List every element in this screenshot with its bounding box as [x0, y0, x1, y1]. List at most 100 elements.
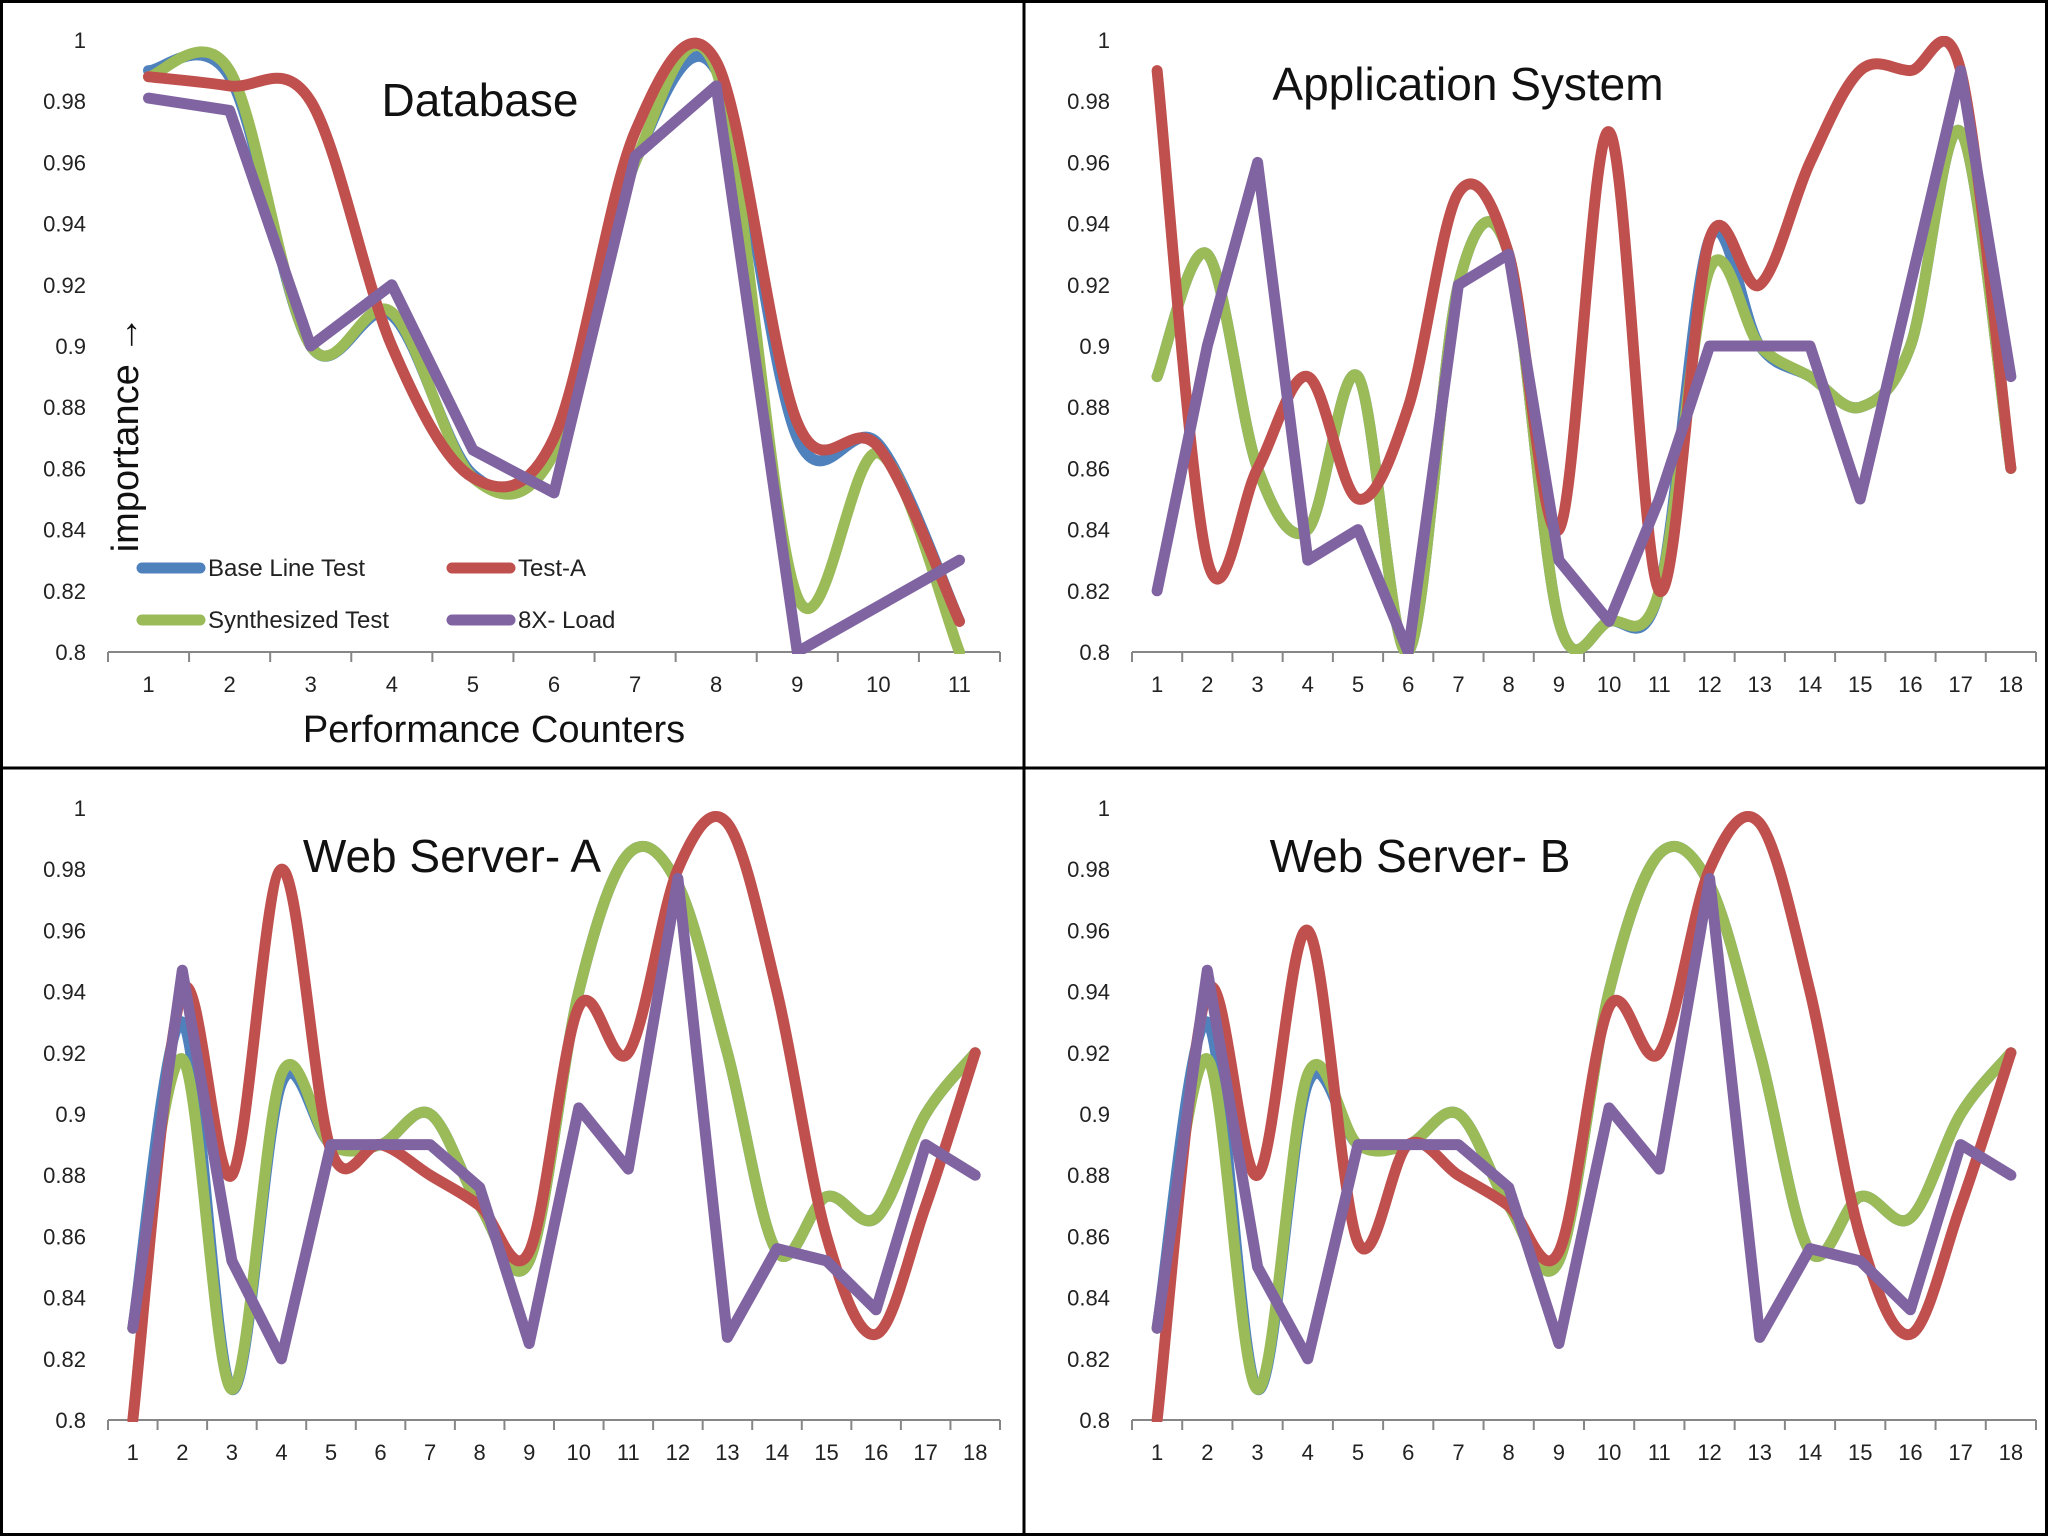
y-tick-label: 0.8	[55, 640, 86, 665]
x-tick-label: 7	[629, 672, 641, 697]
x-tick-label: 4	[1302, 1440, 1314, 1465]
chart-title: Database	[382, 74, 579, 126]
x-tick-label: 5	[1352, 672, 1364, 697]
x-tick-label: 1	[127, 1440, 139, 1465]
x-tick-label: 9	[791, 672, 803, 697]
y-tick-label: 1	[74, 796, 86, 821]
y-tick-label: 0.8	[1079, 1408, 1110, 1433]
x-tick-label: 10	[866, 672, 890, 697]
x-tick-label: 18	[1999, 672, 2023, 697]
x-tick-label: 2	[1201, 672, 1213, 697]
x-tick-label: 1	[1151, 1440, 1163, 1465]
x-axis-title: Performance Counters	[303, 709, 685, 751]
y-tick-label: 1	[1098, 28, 1110, 53]
y-tick-label: 0.92	[1067, 273, 1110, 298]
y-tick-label: 0.88	[1067, 1163, 1110, 1188]
y-tick-label: 0.86	[43, 456, 86, 481]
y-tick-label: 0.88	[43, 395, 86, 420]
x-tick-label: 15	[1848, 1440, 1872, 1465]
y-tick-label: 0.94	[1067, 980, 1110, 1005]
y-tick-label: 0.9	[55, 1102, 86, 1127]
x-tick-label: 4	[1302, 672, 1314, 697]
x-tick-label: 17	[913, 1440, 937, 1465]
y-tick-label: 0.86	[1067, 456, 1110, 481]
x-tick-label: 10	[1597, 1440, 1621, 1465]
y-tick-label: 0.84	[43, 518, 86, 543]
y-axis-title: importance →	[105, 316, 147, 553]
y-tick-label: 0.88	[43, 1163, 86, 1188]
x-tick-label: 7	[1452, 1440, 1464, 1465]
x-tick-label: 7	[424, 1440, 436, 1465]
x-tick-label: 3	[1251, 1440, 1263, 1465]
y-tick-label: 0.82	[43, 579, 86, 604]
legend-label-base-line-test: Base Line Test	[208, 555, 365, 582]
x-tick-label: 18	[963, 1440, 987, 1465]
chart-title: Web Server- A	[303, 830, 602, 882]
x-tick-label: 8	[474, 1440, 486, 1465]
x-tick-label: 5	[1352, 1440, 1364, 1465]
legend-label-test-a: Test-A	[518, 555, 586, 582]
y-tick-label: 0.96	[43, 150, 86, 175]
series-line-test-a	[127, 811, 981, 1422]
legend: Base Line Test Test-A Synthesized Test 8X- …	[136, 555, 615, 634]
y-tick-label: 0.98	[43, 89, 86, 114]
x-tick-label: 18	[1999, 1440, 2023, 1465]
x-tick-label: 16	[1898, 672, 1922, 697]
x-tick-label: 4	[386, 672, 398, 697]
x-tick-label: 8	[1503, 672, 1515, 697]
y-tick-label: 0.8	[55, 1408, 86, 1433]
x-tick-label: 7	[1452, 672, 1464, 697]
x-tick-label: 16	[864, 1440, 888, 1465]
x-tick-label: 13	[1748, 672, 1772, 697]
y-tick-label: 1	[74, 28, 86, 53]
y-tick-label: 0.98	[43, 857, 86, 882]
y-tick-label: 0.84	[43, 1286, 86, 1311]
x-tick-label: 8	[710, 672, 722, 697]
chart-title: Web Server- B	[1270, 830, 1571, 882]
y-tick-label: 0.94	[43, 212, 86, 237]
y-tick-label: 0.86	[43, 1224, 86, 1249]
x-tick-label: 11	[948, 672, 971, 697]
x-tick-label: 11	[617, 1440, 640, 1465]
chart-web-server-b: 0.80.820.840.860.880.90.920.940.960.9811…	[1067, 796, 2037, 1465]
series-line-test-a	[1151, 811, 2017, 1422]
y-tick-label: 0.9	[55, 334, 86, 359]
x-tick-label: 9	[1553, 1440, 1565, 1465]
chart-title: Application System	[1272, 58, 1663, 110]
x-tick-label: 17	[1948, 1440, 1972, 1465]
y-tick-label: 0.94	[1067, 212, 1110, 237]
y-tick-label: 0.84	[1067, 518, 1110, 543]
x-tick-label: 12	[1697, 672, 1721, 697]
y-tick-label: 0.94	[43, 980, 86, 1005]
x-tick-label: 12	[666, 1440, 690, 1465]
x-tick-label: 9	[523, 1440, 535, 1465]
x-tick-label: 2	[1201, 1440, 1213, 1465]
x-tick-label: 6	[548, 672, 560, 697]
chart-database: 0.80.820.840.860.880.90.920.940.960.9811…	[43, 28, 1001, 751]
legend-label-synthesized-test: Synthesized Test	[208, 607, 389, 634]
y-tick-label: 0.92	[43, 273, 86, 298]
y-tick-label: 0.88	[1067, 395, 1110, 420]
x-tick-label: 15	[1848, 672, 1872, 697]
x-tick-label: 3	[305, 672, 317, 697]
x-tick-label: 14	[1798, 672, 1822, 697]
x-tick-label: 4	[275, 1440, 287, 1465]
x-tick-label: 13	[1748, 1440, 1772, 1465]
y-tick-label: 0.92	[1067, 1041, 1110, 1066]
series-line-test-a	[143, 37, 965, 627]
x-tick-label: 11	[1648, 1440, 1671, 1465]
series-line-8x-load	[1151, 65, 2017, 654]
x-tick-label: 8	[1503, 1440, 1515, 1465]
x-tick-label: 3	[1251, 672, 1263, 697]
y-tick-label: 0.84	[1067, 1286, 1110, 1311]
x-tick-label: 14	[765, 1440, 789, 1465]
chart-application-system: 0.80.820.840.860.880.90.920.940.960.9811…	[1067, 28, 2037, 697]
x-tick-label: 14	[1798, 1440, 1822, 1465]
x-tick-label: 5	[467, 672, 479, 697]
series-line-test-a	[1151, 36, 2017, 597]
y-tick-label: 0.96	[1067, 918, 1110, 943]
x-tick-label: 10	[1597, 672, 1621, 697]
series-line-8x-load	[1151, 872, 2017, 1365]
series-line-8x-load	[143, 80, 965, 654]
